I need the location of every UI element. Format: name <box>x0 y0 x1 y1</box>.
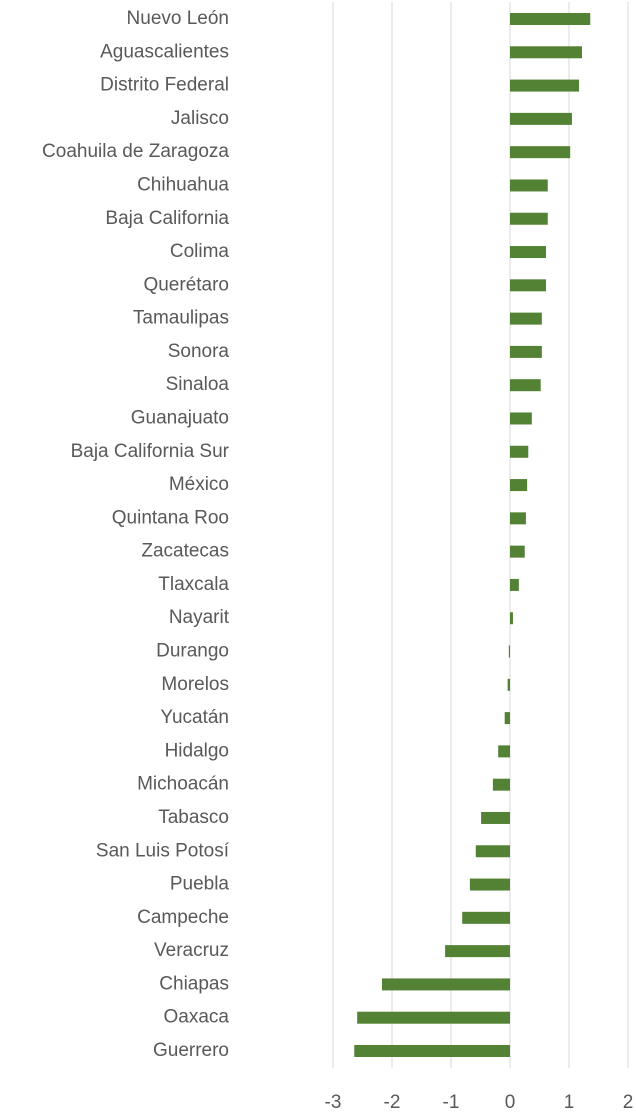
y-tick-label: Nuevo León <box>127 8 229 29</box>
y-tick-label: Nayarit <box>169 607 230 628</box>
y-tick-label: Baja California Sur <box>71 441 230 462</box>
bar <box>508 645 510 658</box>
bar <box>510 246 546 259</box>
y-tick-label: Tlaxcala <box>158 574 229 595</box>
bar <box>357 1011 510 1024</box>
y-tick-label: Yucatán <box>160 707 229 728</box>
bar <box>510 279 546 292</box>
bar <box>510 445 529 458</box>
y-tick-label: Sinaloa <box>166 374 230 395</box>
bar <box>469 878 510 891</box>
bar <box>498 745 510 758</box>
bar <box>510 578 519 591</box>
bar <box>354 1045 510 1057</box>
y-tick-label: Jalisco <box>171 108 229 129</box>
y-tick-label: Oaxaca <box>164 1007 230 1028</box>
y-tick-label: Querétaro <box>143 274 229 295</box>
bar <box>510 146 571 159</box>
bar <box>507 678 510 691</box>
bar <box>510 212 548 225</box>
bar <box>510 379 541 392</box>
bar <box>445 945 510 958</box>
y-tick-label: Baja California <box>105 208 229 229</box>
bar <box>510 112 572 125</box>
bar <box>510 545 525 558</box>
x-tick-label: 1 <box>564 1092 575 1113</box>
y-tick-label: Guanajuato <box>131 407 229 428</box>
x-tick-label: 0 <box>505 1092 516 1113</box>
bar <box>510 512 526 525</box>
bar <box>462 911 510 924</box>
bar <box>510 612 513 625</box>
bar <box>510 79 580 92</box>
y-tick-label: Chiapas <box>159 973 229 994</box>
y-tick-label: Veracruz <box>154 940 229 961</box>
y-tick-label: Tamaulipas <box>133 308 229 329</box>
y-tick-label: Quintana Roo <box>112 507 229 528</box>
y-tick-label: Hidalgo <box>165 740 229 761</box>
y-tick-label: Sonora <box>168 341 230 362</box>
y-tick-label: Aguascalientes <box>100 41 229 62</box>
y-tick-label: Campeche <box>137 907 229 928</box>
bar <box>510 179 548 192</box>
bar <box>481 811 510 824</box>
bar <box>510 345 542 358</box>
x-tick-label: -2 <box>384 1092 401 1113</box>
bar <box>504 712 510 725</box>
y-tick-label: Colima <box>170 241 230 262</box>
y-tick-label: Distrito Federal <box>100 75 229 96</box>
y-tick-label: Durango <box>156 641 229 662</box>
bar <box>475 845 510 858</box>
y-tick-label: Coahuila de Zaragoza <box>42 141 229 162</box>
bar <box>510 312 542 325</box>
y-tick-label: Zacatecas <box>141 541 229 562</box>
bar <box>381 978 510 991</box>
bar <box>510 412 532 425</box>
y-tick-label: Morelos <box>161 674 229 695</box>
bar <box>492 778 510 791</box>
y-tick-label: Chihuahua <box>137 174 229 195</box>
y-tick-label: México <box>169 474 229 495</box>
x-tick-label: -1 <box>443 1092 460 1113</box>
y-tick-label: Tabasco <box>158 807 229 828</box>
x-tick-label: 2 <box>623 1092 634 1113</box>
y-tick-label: San Luis Potosí <box>96 840 230 861</box>
bar <box>510 13 591 25</box>
y-tick-label: Puebla <box>170 874 230 895</box>
y-tick-label: Guerrero <box>153 1040 229 1061</box>
y-tick-label: Michoacán <box>137 774 229 795</box>
x-tick-label: -3 <box>325 1092 342 1113</box>
bar <box>510 46 582 59</box>
bar <box>510 479 528 492</box>
